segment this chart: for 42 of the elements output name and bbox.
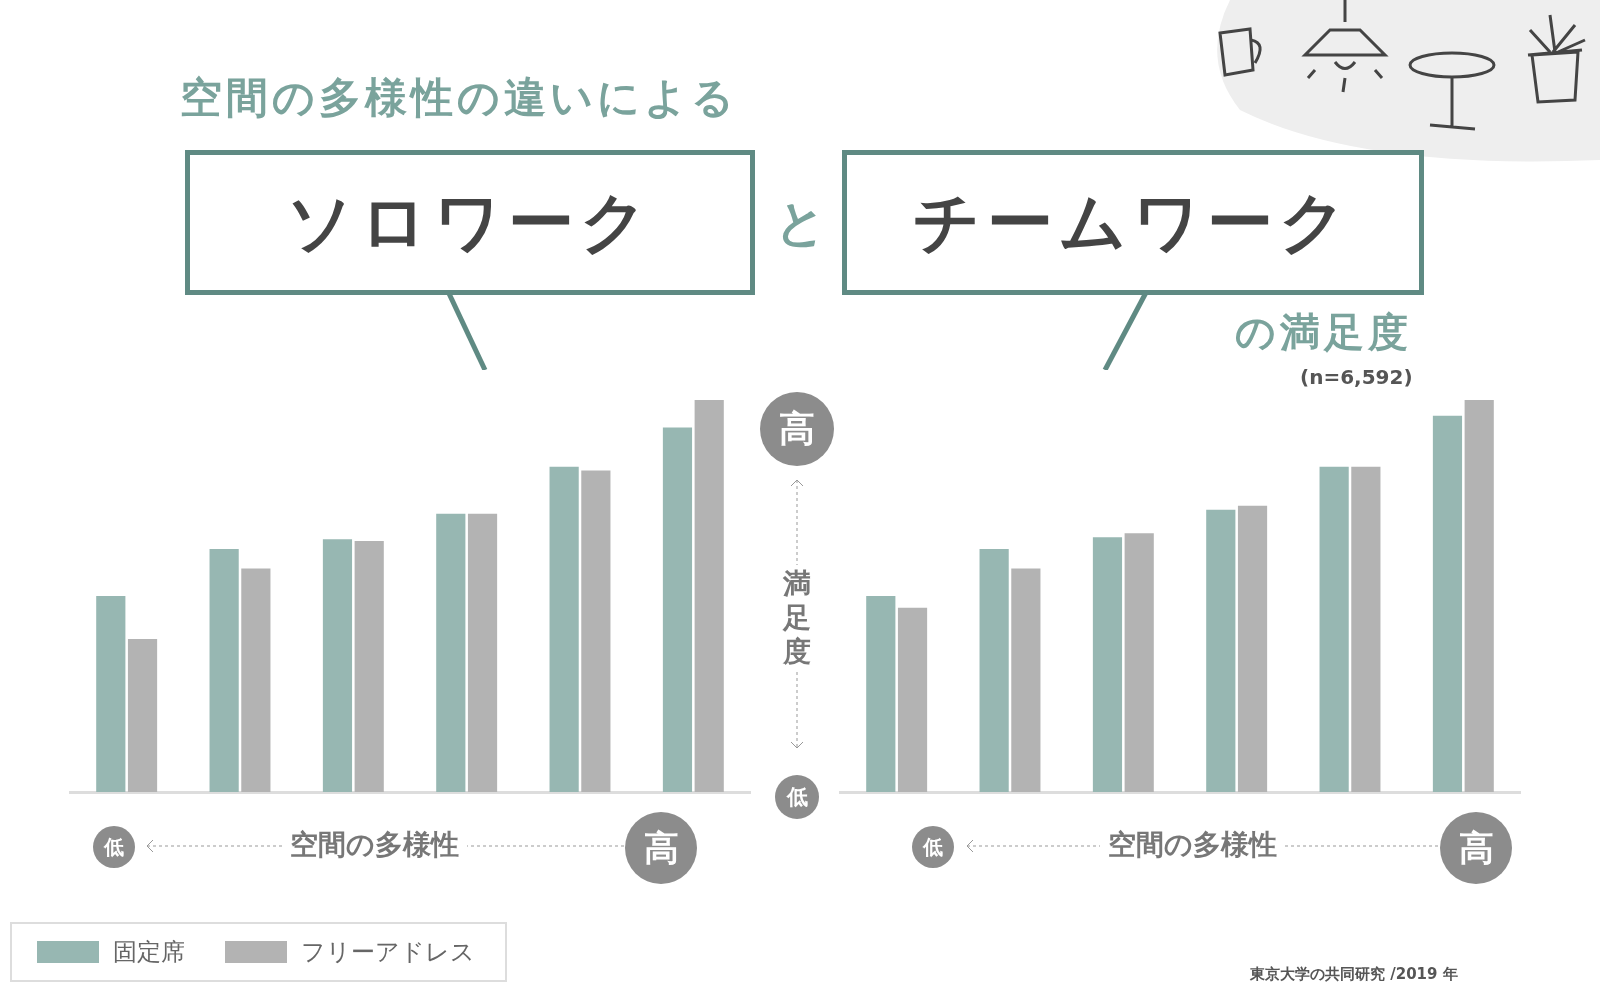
text: 高 [625,812,697,884]
bar [1464,400,1494,792]
bar [897,607,928,792]
bar [96,596,126,792]
x-axis-title: 空間の多様性 [1100,826,1285,864]
bar [322,539,353,792]
text: と [775,193,826,254]
bar [1432,415,1463,792]
y-axis-title: 満足度 [779,565,815,671]
bar [1351,466,1381,792]
chart-subtitle: 空間の多様性の違いによる [180,72,738,124]
chart-title: ソロワーク [185,150,755,295]
bar [1011,568,1041,792]
chart-subtitle: の満足度 [1235,308,1412,357]
bar [1206,509,1236,792]
bar [866,596,896,792]
legend-label: 固定席 [113,937,185,968]
bar [241,568,271,792]
bar [1237,505,1268,792]
bar [1319,466,1349,792]
text: 低 [93,826,135,868]
text: 東京大学の共同研究 /2019 年 [1250,965,1458,984]
bar [549,466,579,792]
text: 高 [1440,812,1512,884]
text: (n=6,592) [1300,365,1413,389]
bar [127,639,158,792]
text: 低 [775,775,819,819]
chart-title: チームワーク [842,150,1424,295]
bar [467,513,498,792]
legend-label: フリーアドレス [301,937,475,968]
text: 低 [912,826,954,868]
bar [1124,533,1154,792]
x-axis-title: 空間の多様性 [282,826,467,864]
bar [581,470,611,792]
bar [436,513,466,792]
bar [979,548,1009,792]
bar [209,548,239,792]
text: 高 [760,392,834,466]
bar [662,427,693,792]
bar [694,400,724,792]
bar [1092,537,1123,792]
bar [354,541,384,792]
